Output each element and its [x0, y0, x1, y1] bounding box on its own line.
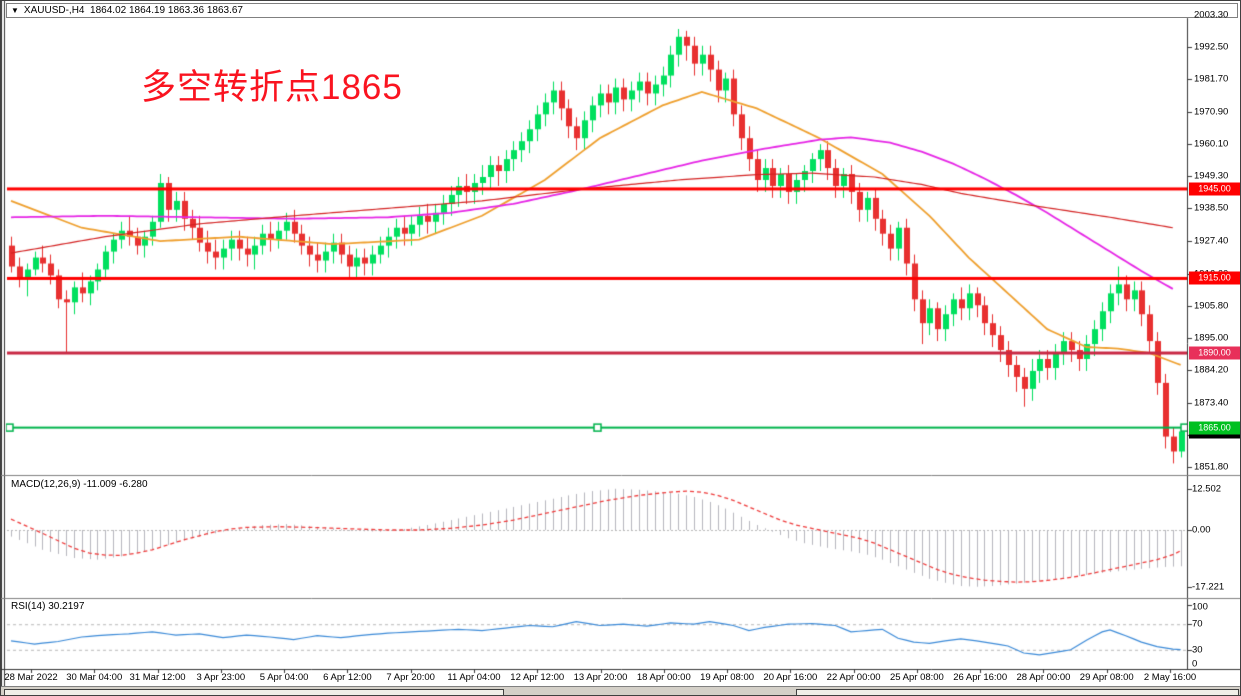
price-badge-1945.00: 1945.00: [1189, 182, 1240, 196]
price-tick-label: 1981.70: [1194, 73, 1229, 85]
price-tick-label: 1992.50: [1194, 41, 1229, 53]
time-axis-label: 2 May 16:00: [1143, 672, 1197, 683]
time-axis-label: 19 Apr 08:00: [700, 672, 755, 683]
chevron-down-icon[interactable]: ▼: [11, 5, 19, 15]
time-axis-label: 31 Mar 12:00: [129, 672, 186, 683]
price-tick-label: 1905.80: [1194, 300, 1229, 312]
price-badge-1865.00: 1865.00: [1189, 421, 1240, 435]
price-badge-1890.00: 1890.00: [1189, 346, 1240, 360]
price-tick-label: 1851.80: [1194, 461, 1229, 473]
time-axis-label: 22 Apr 00:00: [826, 672, 881, 683]
time-axis-label: 25 Apr 08:00: [889, 672, 944, 683]
time-axis-label: 30 Mar 04:00: [66, 672, 123, 683]
symbol-quote-line: XAUUSD-,H4 1864.02 1864.19 1863.36 1863.…: [23, 5, 243, 16]
price-tick-label: 1873.40: [1194, 397, 1229, 409]
time-axis-label: 12 Apr 12:00: [510, 672, 565, 683]
time-axis-label: 6 Apr 12:00: [323, 672, 372, 683]
macd-label: MACD(12,26,9) -11.009 -6.280: [11, 479, 148, 490]
price-tick-label: 1884.20: [1194, 364, 1229, 376]
macd-tick-label: -17.221: [1192, 581, 1225, 593]
rsi-tick-label: 30: [1192, 644, 1203, 656]
price-tick-label: 2003.30: [1194, 9, 1229, 21]
price-badge-1915.00: 1915.00: [1189, 271, 1240, 285]
time-axis-label: 11 Apr 04:00: [447, 672, 501, 683]
chart-annotation-text[interactable]: 多空转折点1865: [141, 68, 403, 107]
price-tick-label: 1927.40: [1194, 235, 1229, 247]
price-tick-label: 1970.90: [1194, 106, 1229, 118]
chart-tab[interactable]: [4, 689, 504, 695]
time-axis-label: 26 Apr 16:00: [953, 672, 1008, 683]
price-tick-label: 1949.30: [1194, 170, 1229, 182]
rsi-tick-label: 70: [1192, 618, 1203, 630]
macd-tick-label: 12.502: [1192, 483, 1222, 495]
price-tick-label: 1960.10: [1194, 138, 1229, 150]
chart-header: ▼ XAUUSD-,H4 1864.02 1864.19 1863.36 186…: [6, 3, 1238, 18]
time-axis-label: 20 Apr 16:00: [763, 672, 818, 683]
time-axis-label: 7 Apr 20:00: [386, 672, 435, 683]
time-axis-label: 5 Apr 04:00: [259, 672, 309, 683]
time-axis-label: 18 Apr 00:00: [636, 672, 691, 683]
rsi-label: RSI(14) 30.2197: [11, 601, 85, 612]
price-tick-label: 1895.00: [1194, 332, 1229, 344]
time-axis-label: 29 Apr 08:00: [1079, 672, 1134, 683]
time-axis-label: 13 Apr 20:00: [573, 672, 628, 683]
macd-tick-label: 0.00: [1192, 524, 1211, 536]
rsi-tick-label: 0: [1192, 658, 1198, 670]
time-axis-label: 28 Mar 2022: [4, 672, 58, 683]
rsi-tick-label: 100: [1192, 601, 1208, 613]
price-tick-label: 1938.50: [1194, 202, 1229, 214]
chart-tab-strip: [1, 686, 1240, 695]
chart-tab[interactable]: [796, 689, 1239, 695]
time-axis-label: 28 Apr 00:00: [1016, 672, 1071, 683]
time-axis-label: 3 Apr 23:00: [196, 672, 246, 683]
